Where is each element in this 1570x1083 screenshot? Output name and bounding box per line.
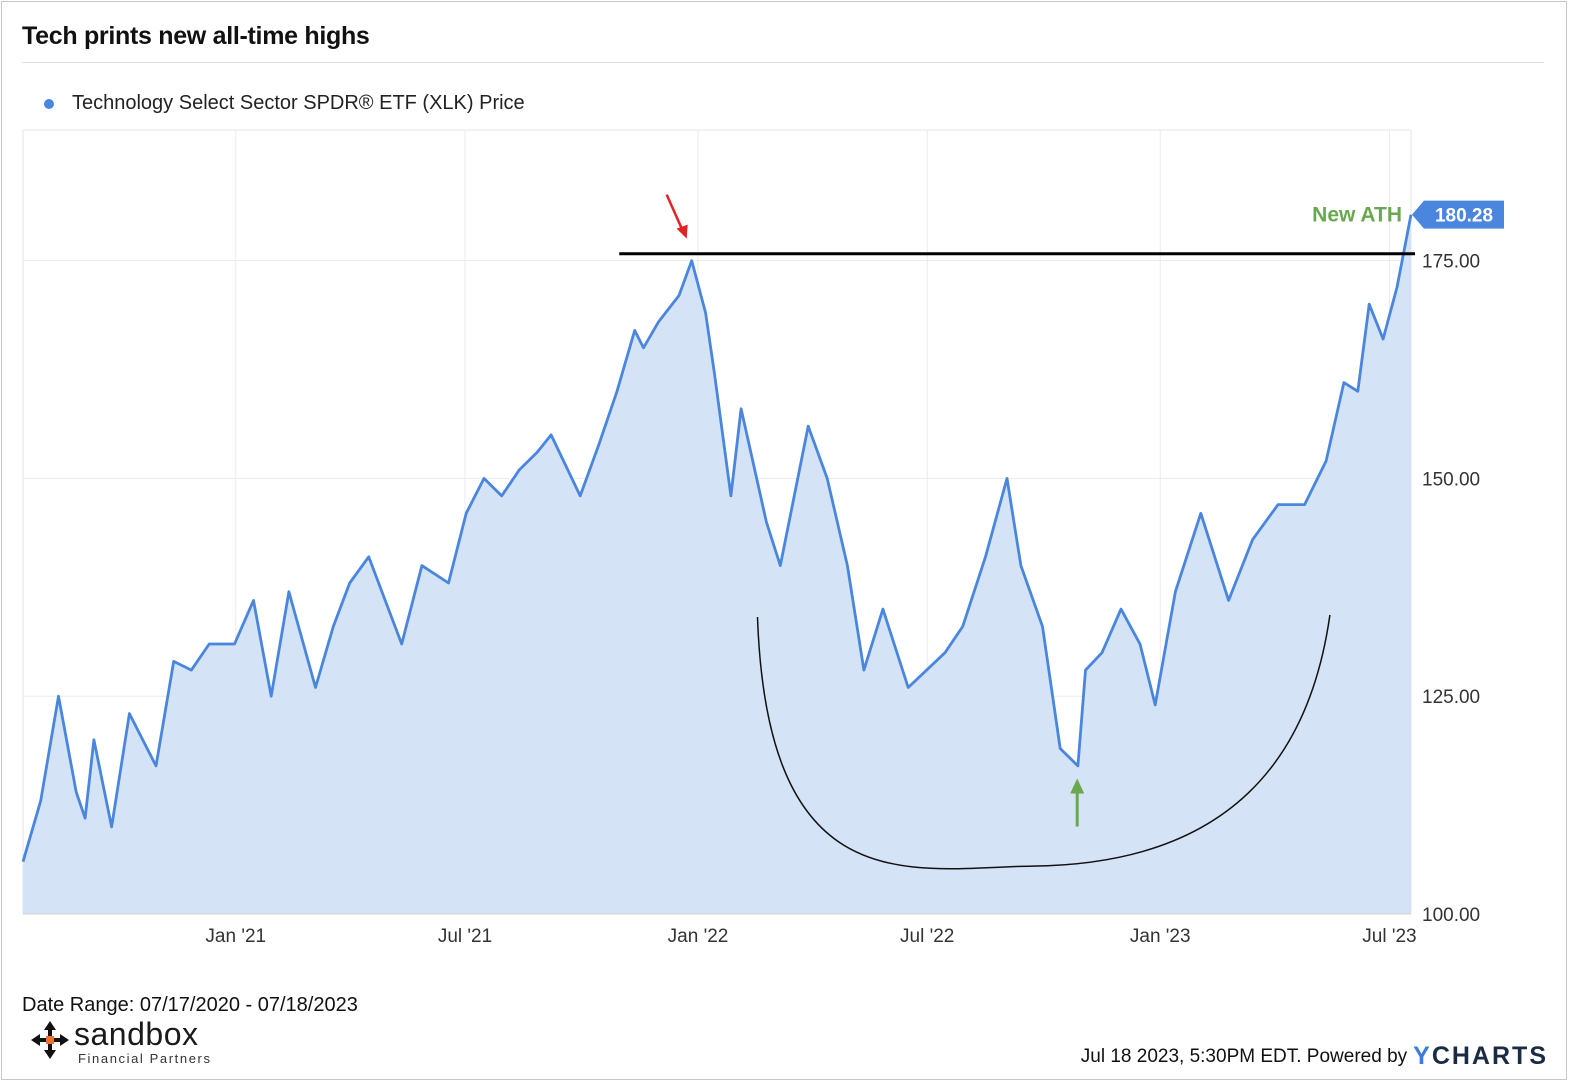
logo-name: sandbox (74, 1016, 199, 1052)
timestamp: Jul 18 2023, 5:30PM EDT. Powered by (1080, 1045, 1408, 1067)
legend-label: Technology Select Sector SPDR® ETF (XLK)… (72, 92, 525, 114)
y-tick-label: 175.00 (1422, 252, 1480, 273)
chart-title: Tech prints new all-time highs (22, 22, 370, 50)
legend[interactable]: Technology Select Sector SPDR® ETF (XLK)… (44, 92, 525, 115)
ycharts-rest: CHARTS (1431, 1042, 1548, 1070)
y-tick-label: 150.00 (1422, 469, 1480, 490)
title-divider (22, 62, 1544, 63)
y-tick-label: 100.00 (1422, 905, 1480, 926)
y-tick-label: 125.00 (1422, 687, 1480, 708)
price-area (23, 214, 1411, 914)
ycharts-y: Y (1413, 1042, 1432, 1070)
sandbox-logo: sandbox Financial Partners (30, 1018, 212, 1066)
trough-arrow-head (1070, 778, 1085, 794)
new-ath-annotation: New ATH (1312, 204, 1402, 227)
last-value-badge (1412, 200, 1504, 229)
x-tick-label: Jan '22 (668, 926, 729, 947)
x-tick-label: Jan '23 (1130, 926, 1191, 947)
cup-pattern-arc (756, 614, 1331, 870)
logo-subtitle: Financial Partners (78, 1051, 212, 1066)
compass-arrows-icon (31, 1021, 69, 1059)
peak-arrow-shaft (665, 194, 684, 232)
x-tick-label: Jul '23 (1362, 926, 1416, 947)
last-value-label: 180.28 (1435, 206, 1493, 227)
x-tick-label: Jul '22 (900, 926, 954, 947)
peak-arrow-head (676, 224, 688, 239)
footer-attribution: Jul 18 2023, 5:30PM EDT. Powered by YCHA… (1081, 1042, 1548, 1071)
date-range: Date Range: 07/17/2020 - 07/18/2023 (22, 994, 358, 1016)
ycharts-logo[interactable]: YCHARTS (1413, 1042, 1548, 1071)
x-tick-label: Jan '21 (205, 926, 266, 947)
price-line (21, 214, 1413, 863)
legend-dot-icon (44, 98, 54, 109)
x-tick-label: Jul '21 (438, 926, 492, 947)
